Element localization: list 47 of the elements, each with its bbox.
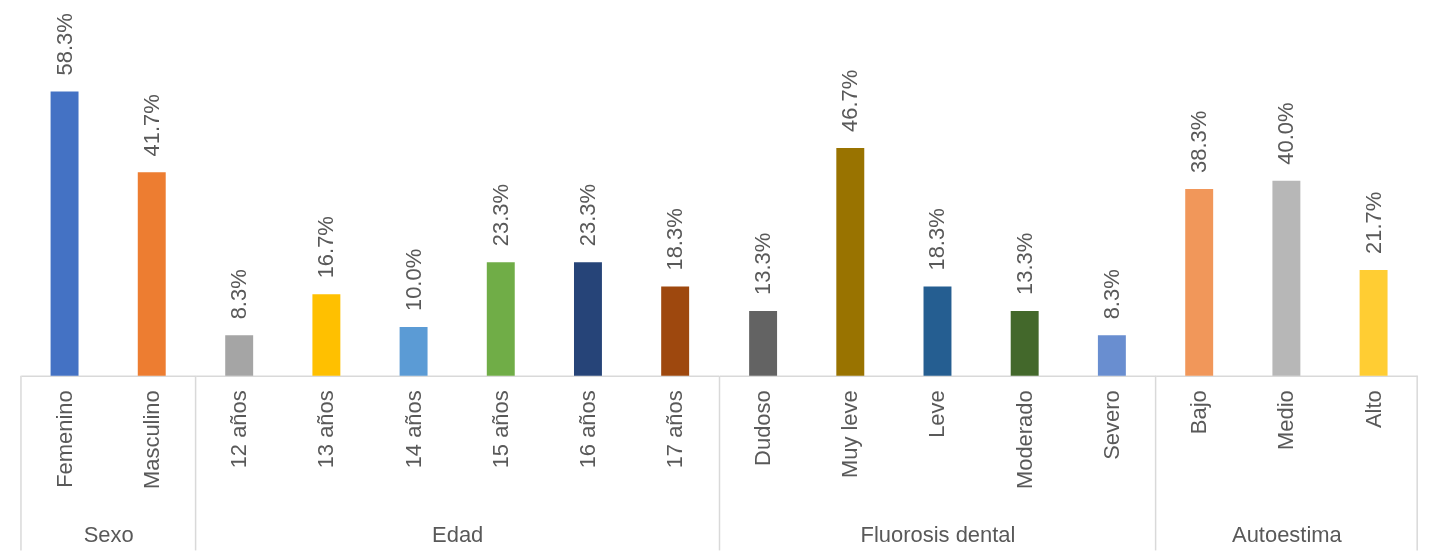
data-label: 13.3%	[1011, 232, 1037, 295]
data-label: 18.3%	[662, 208, 688, 271]
x-tick-label: Dudoso	[750, 390, 776, 466]
bar	[923, 286, 952, 376]
x-tick-label: Masculino	[138, 390, 164, 490]
bar	[1010, 310, 1039, 376]
bar	[836, 147, 865, 376]
data-label: 18.3%	[924, 208, 950, 271]
bar	[312, 294, 341, 376]
x-tick-label: Bajo	[1186, 390, 1212, 435]
data-label: 10.0%	[400, 248, 426, 312]
x-tick-label: Alto	[1360, 390, 1386, 429]
bar	[399, 327, 428, 376]
data-label: 16.7%	[313, 216, 339, 279]
data-label: 8.3%	[1098, 269, 1124, 320]
data-label: 41.7%	[138, 94, 164, 157]
x-tick-label: 12 años	[226, 390, 252, 469]
data-label: 23.3%	[487, 183, 513, 247]
data-label: 58.3%	[51, 13, 77, 76]
bar	[749, 310, 778, 376]
data-label: 23.3%	[574, 183, 600, 247]
data-label: 40.0%	[1273, 102, 1299, 165]
x-tick-label: Muy leve	[837, 390, 863, 479]
bar	[486, 262, 515, 376]
x-tick-label: Leve	[924, 390, 950, 438]
bar	[1097, 335, 1126, 376]
x-tick-label: 15 años	[487, 390, 513, 469]
x-tick-label: Moderado	[1011, 390, 1037, 490]
bar	[573, 262, 602, 376]
x-tick-label: 17 años	[662, 390, 688, 469]
data-label: 46.7%	[837, 69, 863, 133]
data-label: 38.3%	[1186, 110, 1212, 173]
x-axis-title: Edad	[432, 521, 484, 547]
bar	[661, 286, 690, 376]
x-tick-label: 14 años	[400, 390, 426, 469]
x-axis-title: Autoestima	[1232, 521, 1343, 547]
x-tick-label: Medio	[1273, 390, 1299, 451]
x-tick-label: Severo	[1098, 390, 1124, 460]
data-label: 13.3%	[750, 232, 776, 295]
bar	[225, 335, 254, 376]
x-axis-title: Fluorosis dental	[860, 521, 1016, 547]
x-tick-label: 16 años	[574, 390, 600, 469]
x-tick-label: 13 años	[313, 390, 339, 469]
data-label: 8.3%	[226, 269, 252, 320]
x-axis-title: Sexo	[83, 521, 134, 547]
data-label: 21.7%	[1360, 191, 1386, 254]
x-tick-label: Femenino	[51, 390, 77, 488]
